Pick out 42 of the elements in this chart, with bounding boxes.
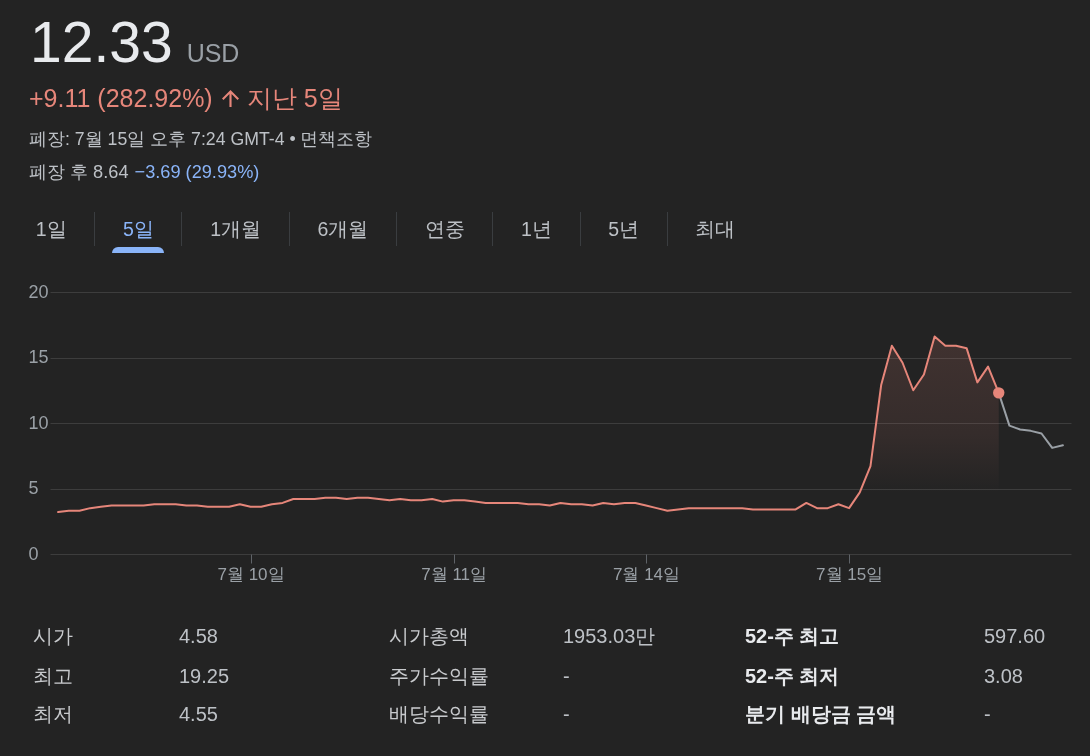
text: +9.11 (282.92%)	[29, 84, 213, 112]
y-tick-label: 15	[28, 347, 49, 367]
text: 4.58	[179, 625, 218, 647]
text: 분기 배당금 금액	[745, 703, 897, 725]
category-label: 최대	[695, 217, 736, 240]
category-label: 5일	[122, 217, 154, 240]
category-label: 5년	[608, 217, 640, 240]
text: −3.69 (29.93%)	[134, 162, 260, 182]
text: USD	[186, 39, 240, 67]
text: 주가수익률	[389, 665, 489, 687]
category-label: 1개월	[210, 217, 262, 240]
y-tick-label: 0	[28, 543, 39, 564]
text: 배당수익률	[389, 703, 489, 725]
text: 597.60	[984, 625, 1046, 647]
category-label: 연중	[424, 217, 465, 240]
y-tick-label: 5	[28, 478, 39, 498]
x-tick-label: 7월 14일	[612, 564, 681, 584]
text: 최저	[33, 703, 73, 725]
text: -	[984, 703, 991, 725]
category-label: 1일	[35, 217, 67, 240]
x-tick-label: 7월 15일	[816, 564, 884, 584]
text: 52-주 최고	[745, 625, 840, 647]
text: 폐장: 7월 15일 오후 7:24 GMT-4 • 면책조항	[29, 129, 373, 149]
text: 시가	[33, 625, 73, 647]
text: -	[563, 665, 570, 687]
text: 19.25	[179, 665, 230, 687]
text: 폐장 후 8.64	[29, 162, 129, 182]
text: 지난 5일	[246, 84, 343, 112]
text: 3.08	[984, 665, 1023, 687]
text: 4.55	[179, 703, 218, 725]
category-label: 1년	[521, 217, 552, 240]
text: 52-주 최저	[745, 665, 840, 687]
text: -	[563, 703, 570, 725]
category-label: 6개월	[317, 217, 369, 240]
text: 1953.03만	[563, 625, 656, 647]
text: 시가총액	[389, 625, 469, 647]
text: 최고	[33, 665, 73, 687]
text: 12.33	[30, 10, 173, 74]
y-tick-label: 20	[28, 281, 49, 302]
x-tick-label: 7월 10일	[217, 564, 285, 584]
x-tick-label: 7월 11일	[421, 564, 488, 584]
y-tick-label: 10	[28, 412, 49, 433]
